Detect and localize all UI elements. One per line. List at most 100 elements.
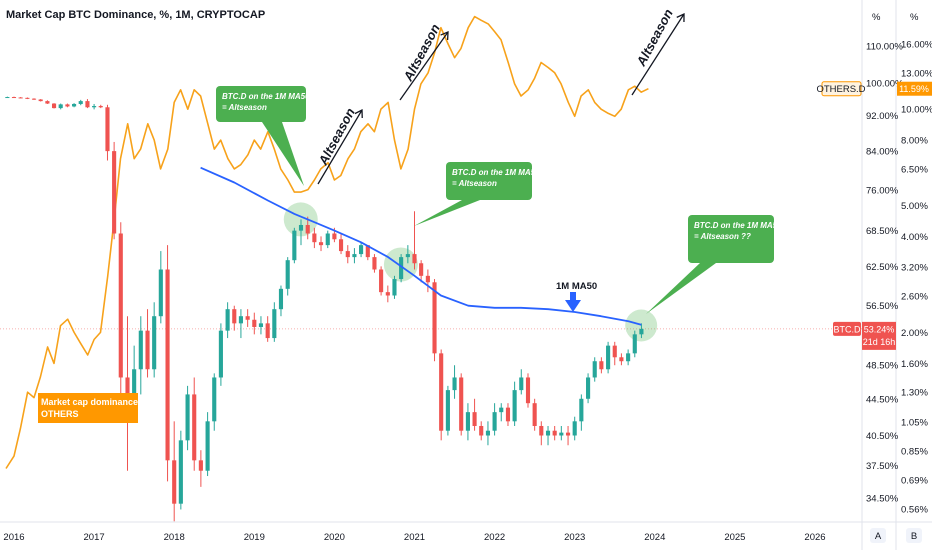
candle bbox=[11, 97, 17, 99]
altseason-arrowhead bbox=[440, 31, 449, 41]
candle bbox=[85, 101, 90, 108]
candle bbox=[265, 323, 270, 339]
x-axis-tick: 2023 bbox=[564, 532, 585, 543]
candle bbox=[212, 377, 217, 422]
candle bbox=[552, 430, 557, 436]
candle bbox=[132, 369, 137, 395]
countdown-label: 21d 16h bbox=[863, 337, 896, 347]
candle bbox=[51, 103, 57, 109]
left-axis-tick: 40.50% bbox=[866, 431, 899, 442]
x-axis-tick: 2021 bbox=[404, 532, 425, 543]
x-axis-tick: 2018 bbox=[164, 532, 185, 543]
candle bbox=[559, 432, 564, 436]
right-axis-tick: 0.69% bbox=[901, 476, 928, 487]
candle bbox=[425, 275, 430, 283]
candle bbox=[545, 430, 551, 436]
candle bbox=[345, 251, 350, 258]
candle bbox=[519, 377, 524, 391]
candle bbox=[485, 430, 491, 436]
candle bbox=[72, 103, 77, 107]
altseason-arrowhead bbox=[354, 108, 363, 119]
others-value-label: 11.59% bbox=[899, 84, 929, 94]
candle bbox=[405, 254, 410, 258]
candle bbox=[25, 97, 30, 99]
candle bbox=[379, 269, 384, 293]
candle bbox=[98, 106, 103, 108]
candle bbox=[305, 224, 310, 234]
left-axis-tick: 92.00% bbox=[866, 111, 899, 122]
left-axis-tick: 44.50% bbox=[866, 394, 899, 405]
others-value-badge bbox=[897, 81, 932, 96]
candle bbox=[325, 233, 330, 246]
candle bbox=[45, 101, 50, 104]
left-axis-tick: 62.50% bbox=[866, 262, 899, 273]
altseason-arrow bbox=[399, 31, 449, 101]
right-axis-tick: 10.00% bbox=[901, 105, 932, 116]
candle bbox=[18, 97, 23, 99]
left-axis-tick: 84.00% bbox=[866, 147, 899, 158]
candle bbox=[218, 330, 223, 378]
candle bbox=[579, 398, 584, 422]
altseason-label: Altseason bbox=[315, 105, 358, 168]
candle bbox=[586, 377, 591, 399]
candle bbox=[118, 233, 123, 378]
right-axis-tick: 1.30% bbox=[901, 388, 928, 399]
annotation-callout-tail bbox=[646, 263, 716, 314]
candle bbox=[105, 107, 110, 152]
x-axis-tick: 2022 bbox=[484, 532, 505, 543]
candle bbox=[205, 421, 210, 471]
auto-scale-button[interactable] bbox=[870, 528, 886, 543]
right-axis-tick: 2.60% bbox=[901, 292, 928, 303]
log-scale-button[interactable] bbox=[906, 528, 922, 543]
left-axis-tick: 76.00% bbox=[866, 186, 899, 197]
x-axis-tick: 2019 bbox=[244, 532, 265, 543]
candle bbox=[392, 279, 397, 296]
right-axis-tick: 4.00% bbox=[901, 232, 928, 243]
x-axis-tick: 2024 bbox=[644, 532, 665, 543]
others-legend-text: OTHERS bbox=[41, 409, 79, 419]
candle bbox=[272, 309, 277, 339]
candle bbox=[512, 390, 517, 422]
candle bbox=[532, 403, 537, 426]
annotation-callout-tail bbox=[414, 200, 480, 226]
right-axis-tick: 0.56% bbox=[901, 505, 928, 516]
candle bbox=[572, 421, 577, 436]
others-legend-text: Market cap dominance bbox=[41, 397, 138, 407]
candle bbox=[145, 330, 150, 370]
log-scale-label: B bbox=[911, 531, 917, 542]
candle bbox=[92, 106, 97, 108]
candle bbox=[125, 377, 130, 395]
annotation-text: = Altseason ?? bbox=[694, 232, 751, 241]
candle bbox=[452, 377, 457, 391]
candle bbox=[465, 412, 470, 431]
altseason-arrow bbox=[631, 13, 685, 96]
others-name-badge bbox=[821, 81, 862, 97]
candle bbox=[5, 97, 10, 99]
candle bbox=[539, 425, 544, 436]
btc-name-badge bbox=[833, 321, 861, 336]
annotation-callout bbox=[688, 215, 774, 263]
candle bbox=[359, 245, 364, 255]
right-axis-tick: 1.60% bbox=[901, 359, 928, 370]
candle bbox=[312, 233, 317, 243]
candle bbox=[78, 101, 83, 104]
auto-scale-label: A bbox=[875, 531, 882, 542]
candle bbox=[606, 345, 611, 370]
left-axis-tick: 56.50% bbox=[866, 301, 899, 312]
left-axis-tick: 34.50% bbox=[866, 494, 899, 505]
candle bbox=[439, 353, 444, 431]
candle bbox=[332, 233, 337, 240]
candle bbox=[599, 361, 604, 370]
candle bbox=[292, 230, 297, 261]
right-axis-tick: 5.00% bbox=[901, 201, 928, 212]
candle bbox=[58, 104, 63, 109]
right-axis-tick: 1.05% bbox=[901, 417, 928, 428]
annotation-callout bbox=[446, 162, 532, 200]
annotation-text: BTC.D on the 1M MA50 bbox=[452, 168, 540, 177]
candle bbox=[372, 257, 377, 270]
candle bbox=[399, 257, 404, 280]
candle bbox=[172, 460, 177, 504]
candle bbox=[238, 316, 243, 324]
ma-pointer-arrow-head bbox=[565, 300, 581, 312]
